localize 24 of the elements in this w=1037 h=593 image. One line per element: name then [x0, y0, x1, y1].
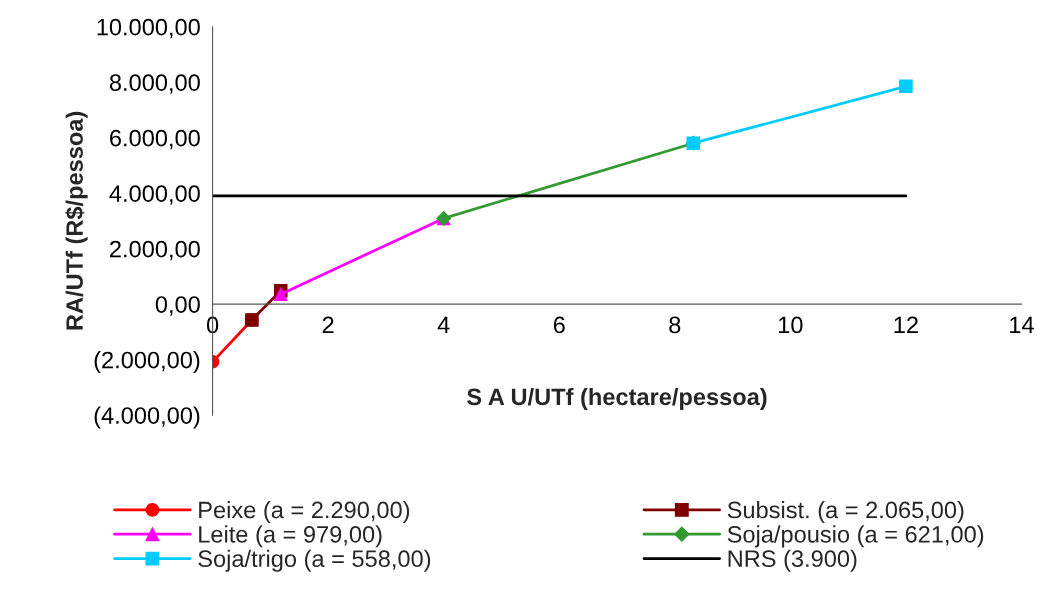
- x-tick-label: 10: [779, 316, 803, 334]
- x-tick-label: 2: [322, 316, 334, 334]
- y-tick-label: (4.000,00): [94, 406, 200, 429]
- y-tick-label: 10.000,00: [97, 18, 200, 39]
- legend-label: Soja/pousio (a = 621,00): [727, 525, 984, 548]
- y-tick-label: 4.000,00: [109, 185, 200, 205]
- x-tick-label: 6: [553, 316, 565, 334]
- legend-label: NRS (3.900): [728, 549, 857, 572]
- legend-label: Soja/trigo (a = 558,00): [198, 549, 431, 572]
- x-tick-label: 12: [894, 316, 918, 334]
- y-tick-label: 0,00: [155, 296, 200, 316]
- legend-label: Subsist. (a = 2.065,00): [727, 501, 964, 523]
- y-tick-label: 8.000,00: [109, 74, 200, 94]
- y-tick-label: 2.000,00: [110, 240, 200, 261]
- x-tick-label: 14: [1010, 316, 1034, 334]
- x-tick-label: 8: [669, 316, 681, 334]
- point: [899, 79, 913, 94]
- x-axis-title: S A U/UTf (hectare/pessoa): [467, 387, 767, 410]
- y-axis-title: RA/UTf (R$/pessoa): [65, 111, 88, 330]
- y-tick-label: (2.000,00): [94, 351, 200, 374]
- legend-label: Peixe (a = 2.290,00): [199, 501, 410, 523]
- x-tick-label: 4: [437, 316, 450, 334]
- legend-label: Leite (a = 979,00): [199, 525, 382, 548]
- y-tick-label: 6.000,00: [110, 129, 200, 150]
